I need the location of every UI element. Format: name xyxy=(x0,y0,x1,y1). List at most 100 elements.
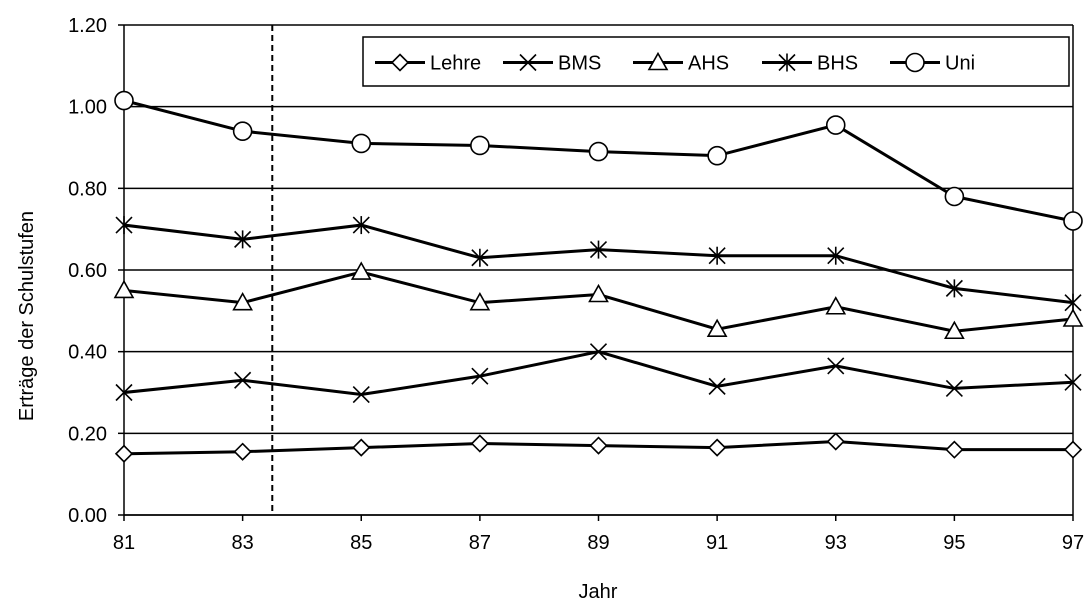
diamond-marker xyxy=(470,434,490,453)
triangle-marker xyxy=(706,318,728,338)
series-uni xyxy=(114,90,1083,231)
x-tick-label: 91 xyxy=(706,532,728,554)
asterisk-marker xyxy=(352,216,370,235)
x-marker xyxy=(471,367,489,385)
asterisk-marker xyxy=(827,246,845,265)
diamond-marker xyxy=(945,440,964,459)
x-marker xyxy=(708,377,726,395)
legend-label-lehre: Lehre xyxy=(430,53,481,75)
x-marker xyxy=(945,379,963,397)
series-lines xyxy=(113,90,1084,463)
circle-marker xyxy=(470,135,490,156)
circle-marker xyxy=(1063,211,1083,231)
x-tick-label: 85 xyxy=(350,532,372,554)
legend-label-bms: BMS xyxy=(558,53,601,75)
x-marker-stroke xyxy=(352,385,370,404)
series-lehre xyxy=(114,432,1083,463)
legend-entry-bms: BMS xyxy=(503,53,601,75)
x-marker-stroke xyxy=(471,367,489,385)
x-marker-stroke xyxy=(1064,373,1082,391)
diamond-marker xyxy=(390,53,410,72)
x-tick-label: 87 xyxy=(469,532,491,554)
y-tick-label: 0.00 xyxy=(68,505,107,527)
triangle-marker xyxy=(113,279,135,299)
asterisk-marker xyxy=(778,53,796,72)
series-bhs xyxy=(115,216,1082,312)
axes xyxy=(118,24,1074,521)
diamond-marker xyxy=(1063,440,1083,459)
asterisk-marker xyxy=(589,240,608,259)
x-tick-label: 81 xyxy=(113,532,135,554)
x-tick-label: 93 xyxy=(825,532,847,554)
x-marker xyxy=(115,383,133,402)
diamond-marker xyxy=(114,444,134,463)
asterisk-marker xyxy=(115,216,133,235)
y-tick-label: 0.80 xyxy=(68,178,107,200)
triangle-marker xyxy=(825,296,847,315)
x-tick-label: 83 xyxy=(232,532,254,554)
x-marker xyxy=(827,357,845,375)
series-line-bms xyxy=(123,350,1074,397)
legend-label-uni: Uni xyxy=(945,53,975,75)
legend-label-bhs: BHS xyxy=(817,53,858,75)
x-tick-label: 95 xyxy=(943,532,965,554)
diamond-marker xyxy=(352,438,371,457)
x-marker xyxy=(589,343,608,361)
y-tick-label: 1.00 xyxy=(68,97,107,119)
triangle-marker xyxy=(588,283,609,303)
asterisk-marker xyxy=(471,248,489,267)
x-marker-stroke xyxy=(519,53,537,72)
legend-entry-lehre: Lehre xyxy=(375,53,481,75)
diamond-marker xyxy=(826,432,845,451)
x-tick-label: 89 xyxy=(587,532,609,554)
circle-marker xyxy=(351,133,372,154)
x-marker xyxy=(519,53,537,72)
y-tick-label: 1.20 xyxy=(68,15,107,37)
x-marker xyxy=(234,371,252,389)
circle-marker xyxy=(114,90,134,111)
legend-entry-ahs: AHS xyxy=(633,51,729,75)
circle-marker xyxy=(944,186,965,207)
triangle-marker xyxy=(232,292,253,311)
triangle-marker xyxy=(350,261,372,280)
circle-marker xyxy=(707,145,727,166)
x-marker-stroke xyxy=(234,371,252,389)
triangle-marker xyxy=(1062,308,1084,327)
diamond-marker xyxy=(233,442,252,461)
y-tick-label: 0.60 xyxy=(68,260,107,282)
x-marker-stroke xyxy=(708,377,726,395)
triangle-marker xyxy=(469,292,491,311)
y-tick-label: 0.20 xyxy=(68,423,107,445)
legend-entry-uni: Uni xyxy=(890,53,975,75)
circle-marker xyxy=(588,141,609,162)
triangle-marker xyxy=(647,51,669,71)
series-bms xyxy=(115,343,1082,404)
asterisk-marker xyxy=(234,230,252,249)
y-axis-title: Erträge der Schulstufen xyxy=(16,211,38,421)
asterisk-marker xyxy=(708,246,726,265)
tick-labels: 0.00 0.20 0.40 0.60 0.80 1.00 1.20 81 83 85 87 89 91… xyxy=(68,15,1084,554)
legend-label-ahs: AHS xyxy=(688,53,729,75)
x-axis-title: Jahr xyxy=(579,581,618,603)
legend-entry-bhs: BHS xyxy=(762,53,858,75)
series-ahs xyxy=(113,261,1084,340)
asterisk-marker xyxy=(1064,293,1082,312)
diamond-marker xyxy=(707,438,727,457)
x-marker-stroke xyxy=(115,383,133,402)
y-tick-label: 0.40 xyxy=(68,342,107,364)
triangle-marker xyxy=(944,320,965,340)
diamond-marker xyxy=(589,436,608,455)
asterisk-marker xyxy=(945,279,963,298)
x-marker-stroke xyxy=(827,357,845,375)
legend: Lehre BMS AHS BHS Uni xyxy=(362,36,1070,87)
circle-marker xyxy=(825,115,846,135)
x-marker xyxy=(352,385,370,404)
legend-box xyxy=(362,36,1070,87)
circle-marker xyxy=(905,52,925,73)
x-tick-label: 97 xyxy=(1062,532,1084,554)
x-marker-stroke xyxy=(945,379,963,397)
x-marker xyxy=(1064,373,1082,391)
circle-marker xyxy=(232,121,253,141)
x-marker-stroke xyxy=(589,343,608,361)
